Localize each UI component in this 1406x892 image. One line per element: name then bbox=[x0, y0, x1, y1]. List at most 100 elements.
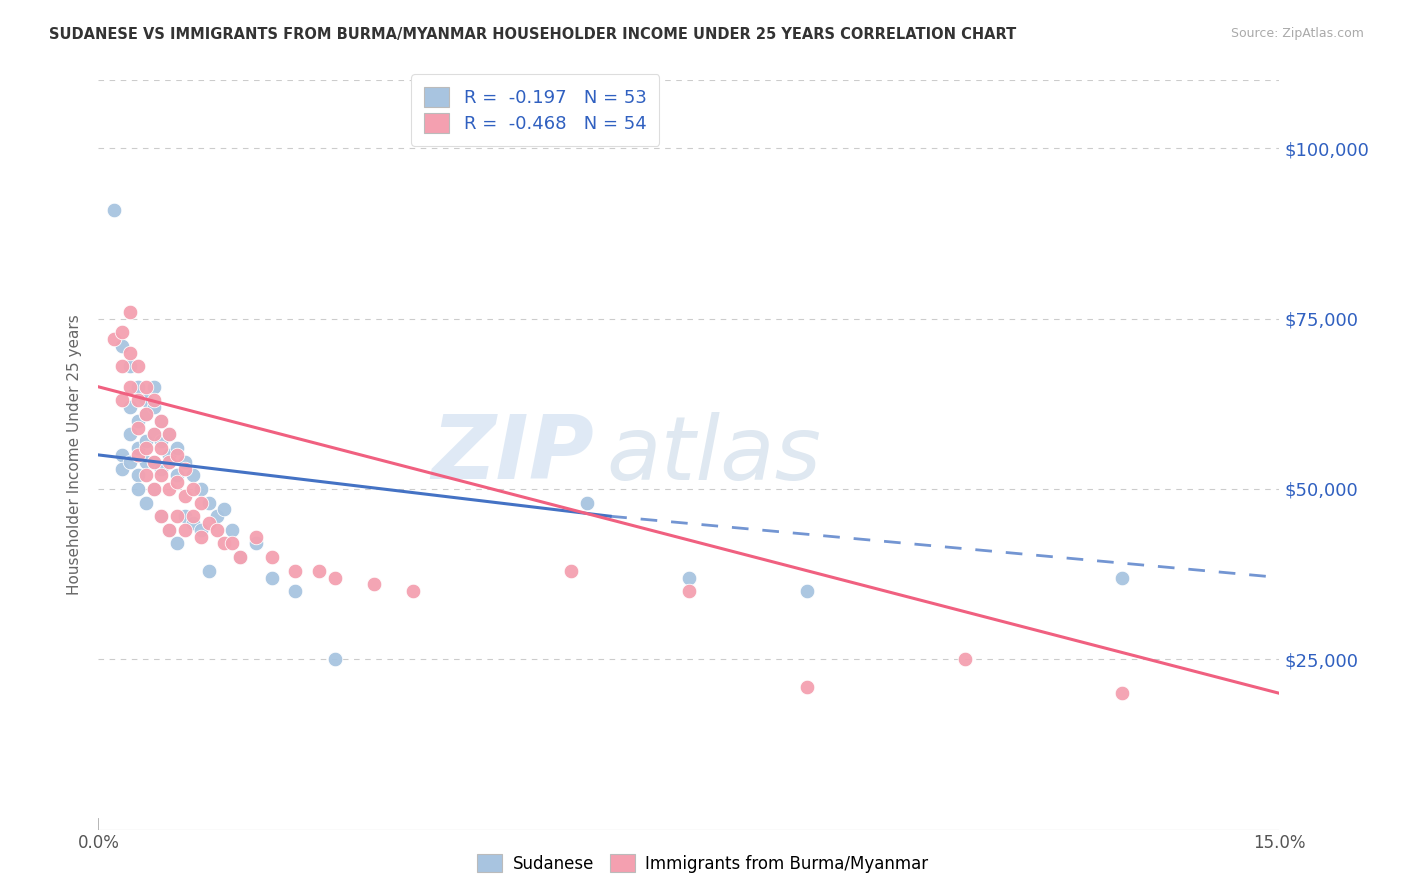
Point bbox=[166, 468, 188, 483]
Point bbox=[245, 530, 267, 544]
Point bbox=[174, 455, 197, 469]
Point bbox=[150, 468, 173, 483]
Point bbox=[118, 359, 141, 374]
Point bbox=[308, 564, 330, 578]
Point bbox=[118, 401, 141, 415]
Point bbox=[118, 345, 141, 359]
Point bbox=[111, 393, 134, 408]
Point bbox=[111, 461, 134, 475]
Point bbox=[205, 509, 228, 524]
Point bbox=[142, 427, 165, 442]
Point bbox=[190, 530, 212, 544]
Point bbox=[127, 482, 149, 496]
Point bbox=[111, 448, 134, 462]
Point bbox=[135, 441, 157, 455]
Point bbox=[127, 380, 149, 394]
Point bbox=[174, 489, 197, 503]
Point bbox=[127, 414, 149, 428]
Point bbox=[150, 461, 173, 475]
Point bbox=[157, 427, 180, 442]
Point bbox=[135, 380, 157, 394]
Point bbox=[796, 584, 818, 599]
Point bbox=[135, 393, 157, 408]
Point bbox=[118, 380, 141, 394]
Point bbox=[150, 509, 173, 524]
Point bbox=[166, 509, 188, 524]
Point bbox=[157, 455, 180, 469]
Text: ZIP: ZIP bbox=[432, 411, 595, 499]
Point bbox=[150, 434, 173, 449]
Point bbox=[118, 455, 141, 469]
Point bbox=[142, 482, 165, 496]
Point bbox=[150, 414, 173, 428]
Point bbox=[197, 495, 219, 509]
Point bbox=[214, 536, 236, 550]
Point bbox=[127, 441, 149, 455]
Point bbox=[197, 564, 219, 578]
Point bbox=[142, 393, 165, 408]
Point bbox=[205, 523, 228, 537]
Point bbox=[157, 427, 180, 442]
Legend: R =  -0.197   N = 53, R =  -0.468   N = 54: R = -0.197 N = 53, R = -0.468 N = 54 bbox=[412, 74, 659, 145]
Point bbox=[111, 339, 134, 353]
Point bbox=[363, 577, 385, 591]
Text: Source: ZipAtlas.com: Source: ZipAtlas.com bbox=[1230, 27, 1364, 40]
Point bbox=[157, 523, 180, 537]
Point bbox=[135, 434, 157, 449]
Point bbox=[103, 332, 125, 346]
Point bbox=[103, 202, 125, 217]
Point bbox=[181, 516, 204, 530]
Point bbox=[127, 468, 149, 483]
Point bbox=[678, 570, 700, 584]
Point bbox=[181, 482, 204, 496]
Point bbox=[323, 570, 346, 584]
Y-axis label: Householder Income Under 25 years: Householder Income Under 25 years bbox=[67, 315, 83, 595]
Point bbox=[127, 393, 149, 408]
Point bbox=[214, 502, 236, 516]
Point bbox=[111, 359, 134, 374]
Point bbox=[127, 420, 149, 434]
Point bbox=[174, 461, 197, 475]
Point bbox=[284, 564, 307, 578]
Point bbox=[127, 359, 149, 374]
Point bbox=[166, 441, 188, 455]
Point bbox=[150, 441, 173, 455]
Point bbox=[135, 407, 157, 421]
Point bbox=[135, 495, 157, 509]
Point bbox=[157, 448, 180, 462]
Point bbox=[150, 509, 173, 524]
Point bbox=[181, 509, 204, 524]
Point bbox=[135, 455, 157, 469]
Point bbox=[174, 523, 197, 537]
Point bbox=[142, 455, 165, 469]
Point bbox=[118, 427, 141, 442]
Point bbox=[142, 401, 165, 415]
Point bbox=[221, 536, 243, 550]
Point bbox=[229, 550, 252, 565]
Point bbox=[260, 550, 283, 565]
Point bbox=[166, 448, 188, 462]
Point bbox=[135, 468, 157, 483]
Point bbox=[111, 326, 134, 340]
Point bbox=[245, 536, 267, 550]
Legend: Sudanese, Immigrants from Burma/Myanmar: Sudanese, Immigrants from Burma/Myanmar bbox=[471, 847, 935, 880]
Point bbox=[678, 584, 700, 599]
Point bbox=[142, 455, 165, 469]
Point bbox=[142, 380, 165, 394]
Text: SUDANESE VS IMMIGRANTS FROM BURMA/MYANMAR HOUSEHOLDER INCOME UNDER 25 YEARS CORR: SUDANESE VS IMMIGRANTS FROM BURMA/MYANMA… bbox=[49, 27, 1017, 42]
Point bbox=[190, 495, 212, 509]
Point bbox=[221, 523, 243, 537]
Point bbox=[157, 482, 180, 496]
Point bbox=[796, 680, 818, 694]
Point bbox=[166, 475, 188, 490]
Point bbox=[560, 564, 582, 578]
Point bbox=[1111, 686, 1133, 700]
Point bbox=[150, 414, 173, 428]
Point bbox=[190, 523, 212, 537]
Point bbox=[118, 305, 141, 319]
Text: atlas: atlas bbox=[606, 412, 821, 498]
Point bbox=[260, 570, 283, 584]
Point bbox=[953, 652, 976, 666]
Point bbox=[157, 523, 180, 537]
Point bbox=[1111, 570, 1133, 584]
